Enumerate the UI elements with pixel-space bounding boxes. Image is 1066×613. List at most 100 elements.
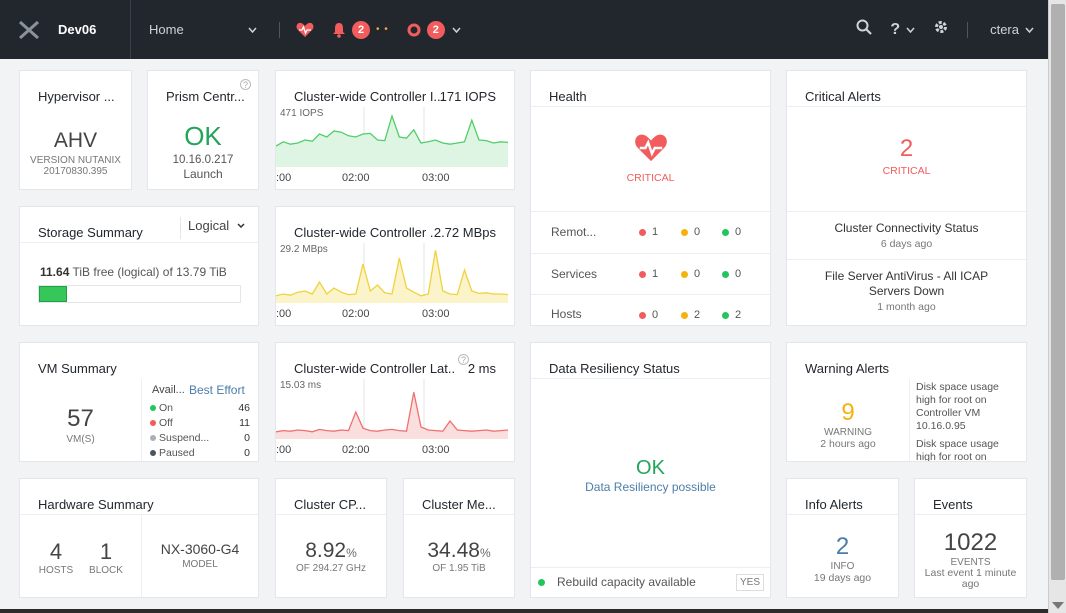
- alert-text: Cluster Connectivity Status: [834, 221, 979, 235]
- divider: [787, 106, 1026, 107]
- tasks-button[interactable]: 2: [407, 20, 461, 39]
- last-event-time: Last event 1 minute ago: [924, 567, 1017, 590]
- vm-row-label: Paused: [159, 447, 195, 459]
- x-tick: 02:00: [342, 172, 370, 184]
- divider: [531, 567, 770, 568]
- iops-area: [276, 116, 508, 167]
- widget-title: Data Resiliency Status: [549, 361, 680, 376]
- storage-usage-fill: [39, 286, 68, 302]
- vm-count-label: VM(S): [66, 434, 95, 445]
- chevron-down-icon: [237, 223, 245, 228]
- iops-chart: [276, 107, 509, 167]
- help-icon[interactable]: ?: [458, 354, 469, 365]
- vm-row-label: Off: [159, 417, 173, 429]
- alert-dots: • •: [376, 24, 389, 35]
- alert-item[interactable]: Cluster Connectivity Status 6 days ago: [797, 221, 1016, 250]
- widget-title: Critical Alerts: [805, 89, 881, 104]
- chevron-down-icon: [1025, 27, 1034, 33]
- vm-row-value: 46: [238, 402, 250, 414]
- critical-count: 0: [652, 309, 659, 321]
- info-alerts-widget[interactable]: Info Alerts 2 INFO 19 days ago: [786, 478, 899, 598]
- cluster-cpu-widget[interactable]: Cluster CP... 8.92% OF 294.27 GHz: [275, 478, 387, 598]
- data-resiliency-widget[interactable]: Data Resiliency Status OK Data Resilienc…: [530, 342, 771, 598]
- topbar-divider: [130, 0, 131, 59]
- divider: [531, 253, 770, 254]
- storage-mode-dropdown[interactable]: Logical: [188, 218, 245, 233]
- tasks-ring-icon: [407, 23, 421, 36]
- nutanix-logo-icon[interactable]: [0, 0, 58, 59]
- alert-item[interactable]: File Server AntiVirus - All ICAP Servers…: [807, 269, 1006, 313]
- block-count: 1: [99, 539, 113, 564]
- event-label: EVENTS: [950, 557, 991, 568]
- info-alert-label: INFO: [830, 561, 855, 572]
- controller-iops-widget[interactable]: Cluster-wide Controller I... 171 IOPS 47…: [275, 70, 515, 190]
- events-widget[interactable]: Events 1022 EVENTS Last event 1 minute a…: [914, 478, 1027, 598]
- x-tick: :00: [276, 444, 292, 456]
- health-row-remote[interactable]: Remot... 1 0 0: [531, 212, 770, 253]
- widget-title: Info Alerts: [805, 497, 863, 512]
- health-row-label: Services: [551, 267, 598, 281]
- warning-alerts-widget[interactable]: Warning Alerts 9 WARNING 2 hours ago Dis…: [786, 342, 1027, 462]
- hypervisor-type: AHV: [53, 129, 98, 152]
- alert-time: 6 days ago: [880, 238, 933, 250]
- warning-count: 2: [694, 309, 701, 321]
- vm-row-value: 0: [244, 447, 250, 459]
- vm-row-value: 11: [239, 417, 250, 429]
- critical-alerts-widget[interactable]: Critical Alerts 2 CRITICAL Cluster Conne…: [786, 70, 1027, 326]
- vm-row-suspended: Suspend... 0: [150, 432, 250, 444]
- widget-title: Cluster Me...: [422, 497, 496, 512]
- event-count: 1022: [943, 529, 998, 556]
- topbar-divider: [279, 21, 280, 38]
- health-status: CRITICAL: [626, 172, 675, 184]
- gear-icon: [935, 21, 948, 33]
- cluster-name[interactable]: Dev06: [58, 22, 97, 37]
- hardware-summary-widget[interactable]: Hardware Summary 4 HOSTS 1 BLOCK NX-3060…: [19, 478, 259, 598]
- memory-capacity: OF 1.95 TiB: [432, 563, 486, 574]
- scroll-down-arrow-icon[interactable]: [1052, 602, 1064, 609]
- storage-summary-widget[interactable]: Storage Summary Logical 11.64 TiB free (…: [19, 206, 259, 326]
- chevron-down-icon: [248, 27, 257, 33]
- block-label: BLOCK: [89, 565, 123, 576]
- warning-count: 0: [694, 268, 701, 280]
- vm-row-value: 0: [244, 432, 250, 444]
- nav-dropdown-label: Home: [149, 22, 184, 37]
- alert-item[interactable]: Disk space usage high for root on: [916, 438, 999, 462]
- alerts-button[interactable]: 2 • •: [332, 20, 389, 39]
- divider: [20, 242, 258, 243]
- divider: [909, 379, 910, 461]
- settings-button[interactable]: [923, 19, 959, 40]
- widget-title: Hardware Summary: [38, 497, 154, 512]
- top-nav-bar: Dev06 Home 2 • • 2 ? ctera: [0, 0, 1048, 59]
- widget-title: Cluster-wide Controller I...: [294, 89, 444, 104]
- search-button[interactable]: [846, 19, 882, 40]
- latency-area: [276, 392, 508, 439]
- health-heart-button[interactable]: [296, 22, 314, 38]
- page-scrollbar[interactable]: [1048, 0, 1066, 613]
- health-widget[interactable]: Health CRITICAL Remot... 1 0 0 Services …: [530, 70, 771, 326]
- prism-launch-link[interactable]: Launch: [183, 167, 223, 181]
- help-menu[interactable]: ?: [882, 21, 923, 39]
- hypervisor-widget[interactable]: Hypervisor ... AHV VERSION NUTANIX 20170…: [19, 70, 132, 190]
- memory-usage: 34.48: [427, 539, 480, 562]
- divider: [141, 379, 142, 461]
- vm-summary-widget[interactable]: VM Summary 57 VM(S) Avail... Best Effort…: [19, 342, 259, 462]
- peak-label: 15.03 ms: [280, 380, 322, 391]
- cluster-memory-widget[interactable]: Cluster Me... 34.48% OF 1.95 TiB: [403, 478, 515, 598]
- help-icon[interactable]: ?: [240, 79, 251, 90]
- availability-header[interactable]: Avail...: [152, 384, 185, 396]
- controller-bandwidth-widget[interactable]: Cluster-wide Controller ... 2.72 MBps 29…: [275, 206, 515, 326]
- controller-latency-widget[interactable]: Cluster-wide Controller Lat... ? 2 ms 15…: [275, 342, 515, 462]
- scrollbar-thumb[interactable]: [1051, 4, 1065, 580]
- warning-dot: [681, 311, 688, 319]
- health-row-label: Hosts: [551, 307, 582, 321]
- divider: [180, 217, 181, 239]
- user-menu[interactable]: ctera: [976, 22, 1048, 37]
- x-tick: 02:00: [342, 308, 370, 320]
- health-row-services[interactable]: Services 1 0 0: [531, 254, 770, 295]
- prism-central-widget[interactable]: Prism Centr... ? OK 10.16.0.217 Launch: [147, 70, 259, 190]
- health-row-hosts[interactable]: Hosts 0 2 2: [531, 295, 770, 326]
- alert-item[interactable]: Disk space usage high for root on Contro…: [916, 381, 999, 432]
- best-effort-header[interactable]: Best Effort: [189, 383, 245, 397]
- resiliency-status: OK: [636, 457, 665, 479]
- nav-dropdown[interactable]: Home: [131, 22, 271, 37]
